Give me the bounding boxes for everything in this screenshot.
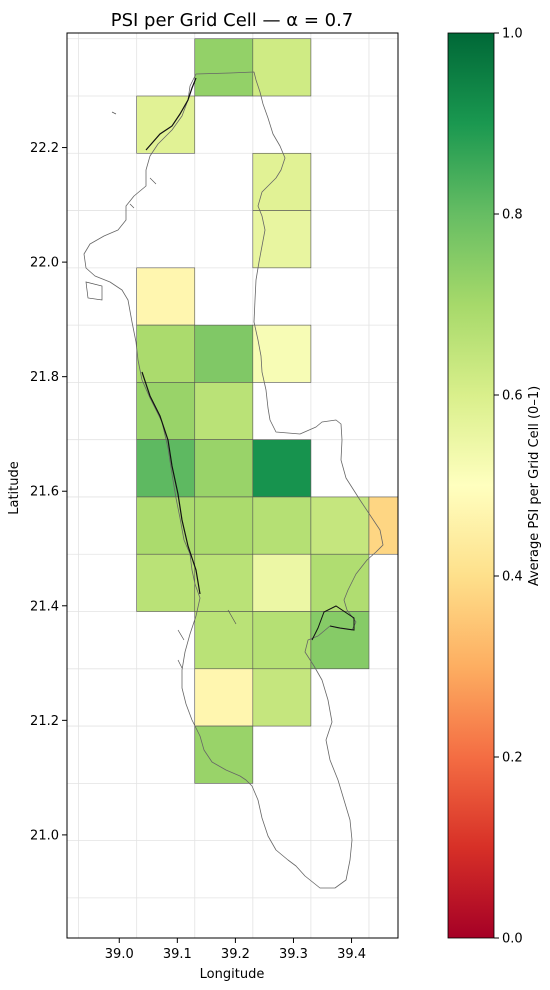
psi-cell [194, 496, 254, 555]
x-tick-label: 39.0 [105, 947, 134, 962]
psi-cell [252, 496, 312, 555]
psi-cell [252, 439, 312, 498]
psi-cell [194, 553, 254, 612]
colorbar-tick-label: 0.8 [502, 208, 523, 223]
psi-cell [368, 496, 398, 555]
x-axis-ticks: 39.0 39.1 39.2 39.3 39.4 [105, 938, 366, 962]
psi-cell [136, 496, 196, 555]
psi-cell [252, 553, 312, 612]
y-tick-label: 21.6 [30, 485, 59, 500]
colorbar-tick-label: 1.0 [502, 27, 523, 42]
x-tick-label: 39.4 [337, 947, 366, 962]
psi-cell [194, 439, 254, 498]
psi-cell [310, 611, 370, 670]
psi-cell [194, 611, 254, 670]
x-tick-label: 39.2 [221, 947, 250, 962]
colorbar-tick-label: 0.4 [502, 570, 523, 585]
x-tick-label: 39.3 [279, 947, 308, 962]
psi-cell [252, 152, 312, 211]
coastline-detail-east [311, 605, 355, 641]
psi-cell [310, 553, 370, 612]
colorbar-label: Average PSI per Grid Cell (0–1) [527, 386, 542, 586]
psi-cell [252, 668, 312, 727]
y-tick-label: 22.0 [30, 256, 59, 271]
psi-cell [194, 725, 254, 784]
colorbar-ticks: 0.0 0.2 0.4 0.6 0.8 1.0 [494, 27, 523, 947]
coastline-path [83, 71, 384, 889]
colorbar-tick-label: 0.6 [502, 389, 523, 404]
coastline-detail-mid [141, 371, 201, 595]
psi-cell [252, 324, 312, 383]
psi-grid-cells [136, 38, 398, 784]
psi-cell [194, 324, 254, 383]
psi-cell [136, 267, 196, 326]
y-tick-label: 21.2 [30, 714, 59, 729]
psi-cell [136, 324, 196, 383]
y-tick-label: 21.0 [30, 828, 59, 843]
y-axis-ticks: 21.0 21.2 21.4 21.6 21.8 22.0 22.2 [30, 141, 67, 843]
psi-cell [252, 38, 312, 97]
y-tick-label: 22.2 [30, 141, 59, 156]
colorbar-tick-label: 0.0 [502, 932, 523, 947]
psi-cell [136, 553, 196, 612]
psi-cell [252, 210, 312, 269]
x-axis-label: Longitude [200, 967, 265, 982]
x-tick-label: 39.1 [163, 947, 192, 962]
y-tick-label: 21.4 [30, 599, 59, 614]
colorbar-tick-label: 0.2 [502, 751, 523, 766]
psi-cell [252, 611, 312, 670]
y-axis-label: Latitude [7, 461, 22, 515]
psi-cell [194, 382, 254, 440]
psi-cell [136, 439, 196, 498]
colorbar [447, 32, 495, 939]
coastline-islands [85, 111, 237, 669]
chart-title: PSI per Grid Cell — α = 0.7 [111, 10, 354, 31]
coastline-outline [83, 71, 384, 889]
plot-frame [66, 32, 399, 939]
psi-cell [194, 38, 254, 97]
y-tick-label: 21.8 [30, 370, 59, 385]
psi-cell [310, 496, 370, 555]
psi-cell [136, 382, 196, 440]
psi-cell [194, 668, 254, 727]
coastline-detail-north [145, 77, 197, 151]
